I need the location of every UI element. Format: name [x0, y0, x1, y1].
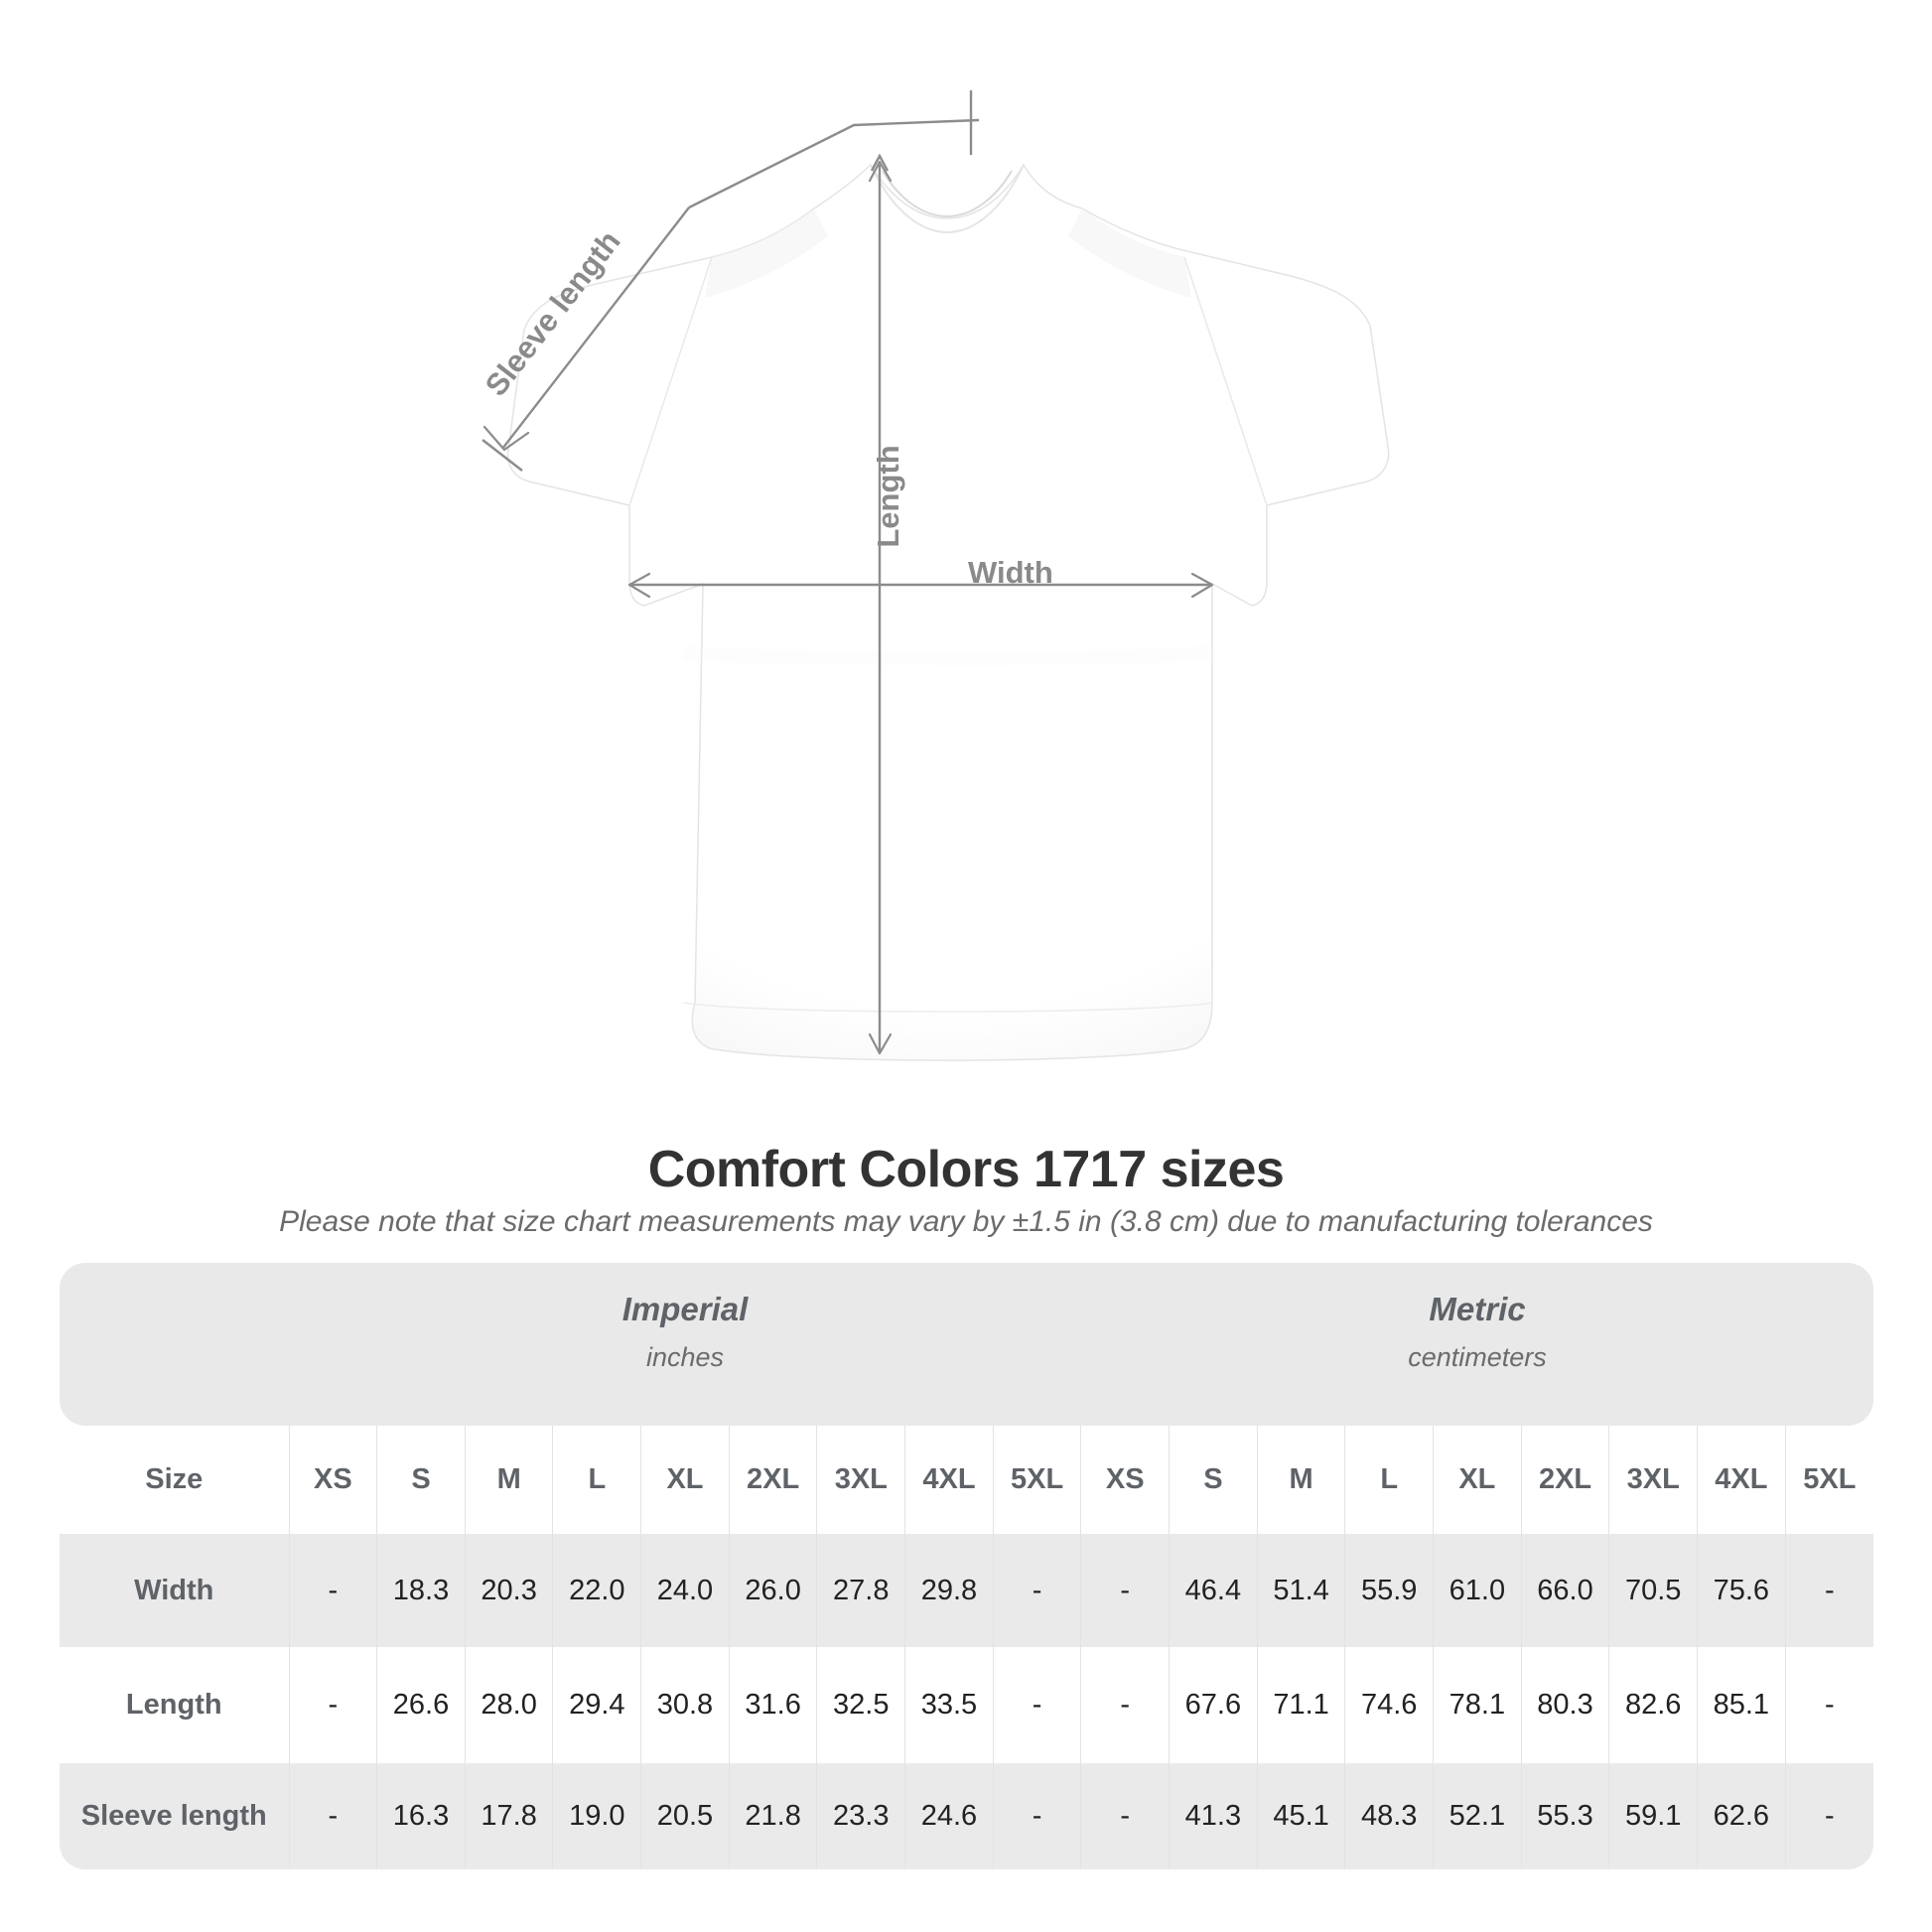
- svg-text:Length: Length: [871, 445, 905, 547]
- svg-text:Width: Width: [968, 555, 1053, 590]
